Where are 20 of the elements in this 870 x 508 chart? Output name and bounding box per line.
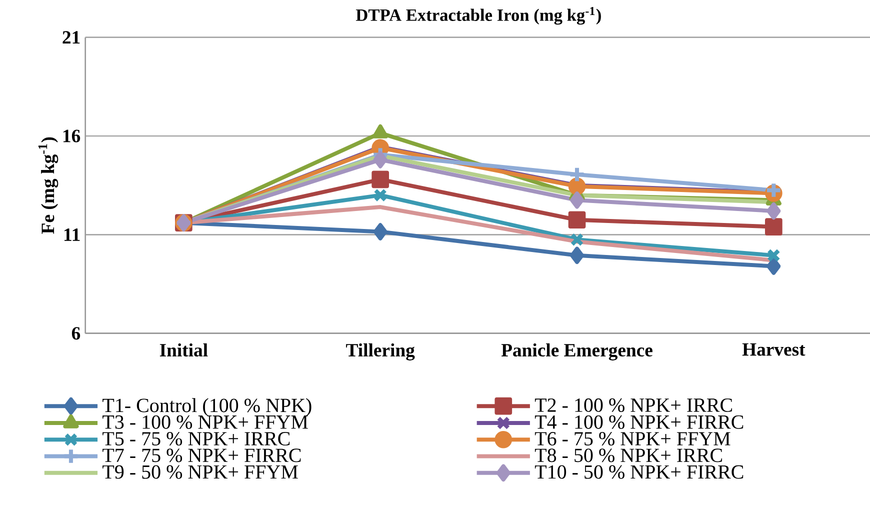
legend-label: T7 - 75 % NPK+ FIRRC bbox=[102, 448, 301, 462]
y-tick-label: 11 bbox=[64, 228, 80, 241]
legend-label: T4 - 100 % NPK+ FIRRC bbox=[534, 415, 744, 429]
legend-label: T5 - 75 % NPK+ IRRC bbox=[102, 432, 290, 446]
legend-label: T2 - 100 % NPK+ IRRC bbox=[534, 398, 732, 412]
y-tick-label: 16 bbox=[63, 130, 80, 142]
legend-label: T6 - 75 % NPK+ FFYM bbox=[534, 432, 730, 446]
x-tick-label: Tillering bbox=[346, 343, 415, 360]
y-axis-title: Fe (mg kg$^{-1}$) bbox=[38, 137, 58, 234]
x-tick-label: Panicle Emergence bbox=[501, 343, 652, 360]
legend-label: T8 - 50 % NPK+ IRRC bbox=[534, 448, 722, 462]
chart-title: DTPA Extractable Iron (mg kg$^{-1}$) bbox=[356, 6, 601, 25]
legend-label: T1- Control (100 % NPK) bbox=[102, 398, 312, 416]
legend-label: T3 - 100 % NPK+ FFYM bbox=[102, 415, 308, 429]
legend-label: T9 - 50 % NPK+ FFYM bbox=[102, 465, 298, 479]
x-tick-label: Initial bbox=[160, 343, 208, 357]
y-tick-label: 6 bbox=[72, 327, 80, 340]
x-tick-label: Harvest bbox=[742, 343, 806, 356]
y-tick-label: 21 bbox=[62, 31, 80, 44]
legend-label: T10 - 50 % NPK+ FIRRC bbox=[534, 465, 744, 479]
